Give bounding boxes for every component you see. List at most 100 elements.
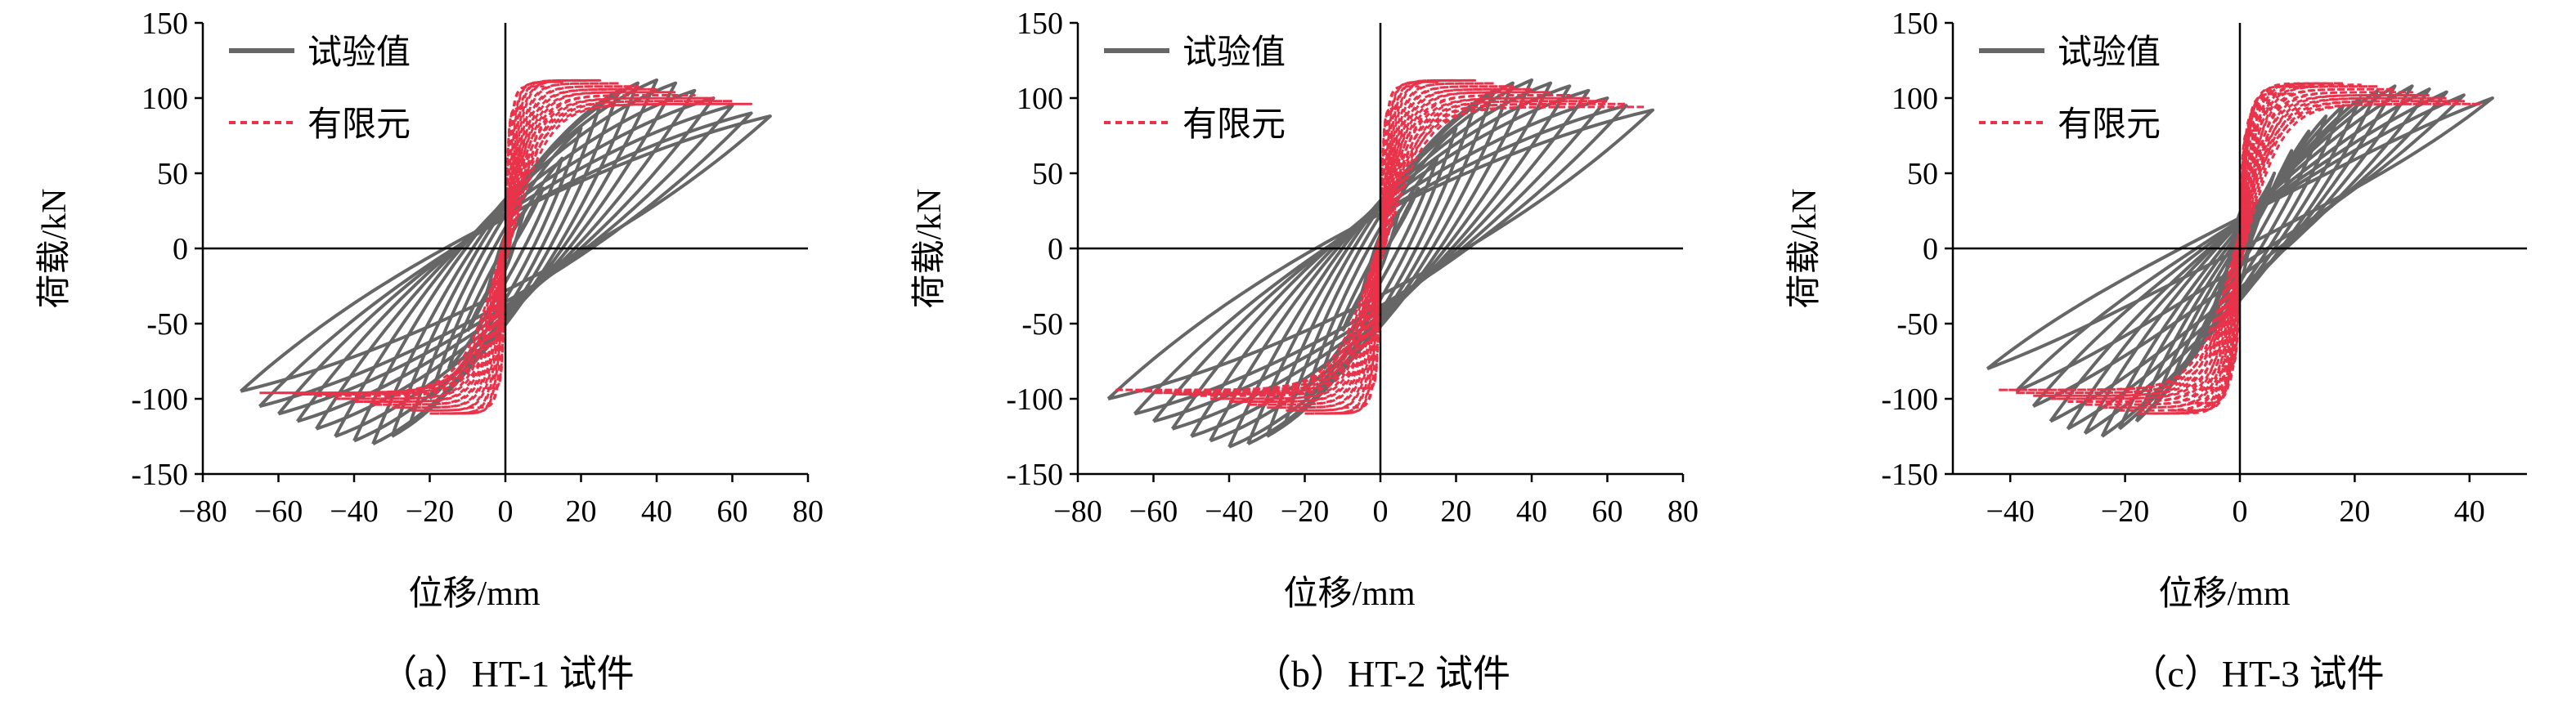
hysteresis-loop xyxy=(1986,96,2494,371)
hysteresis-loop xyxy=(1115,105,1647,391)
hysteresis-loop xyxy=(2014,93,2466,393)
hysteresis-loop xyxy=(1999,102,2483,391)
hysteresis-loop xyxy=(2049,87,2431,423)
x-tick-label: 0 xyxy=(2233,494,2248,529)
x-tick-label: −60 xyxy=(1129,494,1178,529)
panel-caption: （b）HT-2 试件 xyxy=(1254,653,1510,695)
legend-label: 试验值 xyxy=(1183,34,1286,72)
x-tick-label: 40 xyxy=(2454,494,2485,529)
hysteresis-loop xyxy=(1248,85,1515,406)
y-tick-label: -150 xyxy=(131,458,188,492)
hysteresis-loop xyxy=(1133,104,1628,416)
y-axis-label: 荷载/kN xyxy=(911,188,949,308)
chart-panel-1: -150 -100 -50 0 50 100 150 −80 −60 −40 −20 0 20 40 60 8… xyxy=(36,7,824,695)
x-tick-label: −20 xyxy=(2101,494,2149,529)
x-tick-label: −80 xyxy=(178,494,227,529)
hysteresis-loop xyxy=(1267,82,1496,409)
y-tick-label: 0 xyxy=(1048,232,1063,266)
x-tick-label: −60 xyxy=(254,494,303,529)
hysteresis-loop xyxy=(467,85,545,409)
plot-area xyxy=(1986,82,2494,438)
x-tick-label: 20 xyxy=(2339,494,2370,529)
x-axis-label: 位移/mm xyxy=(1283,575,1415,613)
legend-label: 有限元 xyxy=(307,106,411,144)
y-tick-label: -150 xyxy=(1006,458,1063,492)
plot-area xyxy=(239,78,772,445)
x-tick-label: 0 xyxy=(1373,494,1389,529)
x-tick-label: −20 xyxy=(1281,494,1329,529)
y-tick-label: 50 xyxy=(1907,157,1938,191)
hysteresis-loop xyxy=(2085,87,2396,406)
hysteresis-loop xyxy=(334,91,677,400)
y-tick-label: -50 xyxy=(1896,307,1938,342)
y-tick-label: 150 xyxy=(1016,7,1063,41)
y-tick-label: -50 xyxy=(146,307,188,342)
hysteresis-loop xyxy=(1170,88,1591,431)
hysteresis-loop xyxy=(2222,129,2259,368)
chart-panel-2: -150 -100 -50 0 50 100 150 −80 −60 −40 −20 0 20 40 60 8… xyxy=(911,7,1699,695)
x-tick-label: 20 xyxy=(566,494,597,529)
hysteresis-loop xyxy=(259,102,753,395)
hysteresis-loop xyxy=(2136,82,2345,415)
hysteresis-loop xyxy=(1134,102,1628,393)
y-tick-label: 100 xyxy=(141,82,188,116)
x-tick-label: −80 xyxy=(1053,494,1102,529)
hysteresis-loop xyxy=(1191,94,1571,397)
y-tick-label: -150 xyxy=(1881,458,1938,492)
y-tick-label: 50 xyxy=(157,157,188,191)
x-axis-label: 位移/mm xyxy=(2158,575,2290,613)
y-tick-label: 100 xyxy=(1892,82,1938,116)
hysteresis-loop xyxy=(2016,100,2466,395)
y-axis-label: 荷载/kN xyxy=(1786,188,1824,308)
hysteresis-loop xyxy=(486,107,526,390)
y-tick-label: 0 xyxy=(1923,232,1938,266)
hysteresis-loop xyxy=(239,114,772,393)
panel-caption: （a）HT-1 试件 xyxy=(379,653,634,695)
y-axis-label: 荷载/kN xyxy=(36,188,74,308)
plot-area xyxy=(1106,78,1654,449)
series-fem xyxy=(259,78,753,415)
x-tick-label: 60 xyxy=(717,494,748,529)
x-tick-label: 60 xyxy=(1592,494,1623,529)
hysteresis-loop xyxy=(1106,108,1654,400)
panel-caption: （c）HT-3 试件 xyxy=(2129,653,2384,695)
legend-label: 试验值 xyxy=(307,34,411,72)
hysteresis-loop xyxy=(1172,96,1590,396)
x-tick-label: 80 xyxy=(1667,494,1699,529)
hysteresis-loop xyxy=(258,111,753,409)
series-fem xyxy=(1115,78,1647,415)
y-tick-label: -100 xyxy=(131,382,188,417)
hysteresis-loop xyxy=(278,100,734,395)
x-axis-label: 位移/mm xyxy=(408,575,540,613)
legend-label: 试验值 xyxy=(2058,34,2161,72)
hysteresis-loop xyxy=(373,85,640,406)
x-tick-label: 20 xyxy=(1441,494,1472,529)
y-tick-label: -100 xyxy=(1881,382,1938,417)
y-tick-label: -50 xyxy=(1021,307,1063,342)
x-tick-label: 40 xyxy=(1516,494,1547,529)
hysteresis-loop xyxy=(2119,83,2362,412)
hysteresis-loop xyxy=(1361,107,1401,390)
hysteresis-loop xyxy=(2067,91,2414,403)
x-tick-label: −40 xyxy=(330,494,378,529)
x-tick-label: 40 xyxy=(641,494,672,529)
y-tick-label: 150 xyxy=(1892,7,1938,41)
hysteresis-loop xyxy=(2033,96,2448,397)
hysteresis-loop xyxy=(1190,84,1572,438)
x-tick-label: −40 xyxy=(1205,494,1253,529)
y-tick-label: -100 xyxy=(1006,382,1063,417)
hysteresis-loop xyxy=(315,88,697,431)
legend-label: 有限元 xyxy=(1183,106,1286,144)
chart-panel-3: -150 -100 -50 0 50 100 150 −40 −20 0 20 40 位移/mm 荷载/k… xyxy=(1786,7,2527,695)
hysteresis-loop xyxy=(2031,90,2448,409)
hysteresis-loop xyxy=(1209,91,1552,400)
hysteresis-loop xyxy=(411,78,602,412)
hysteresis-loop xyxy=(316,94,696,397)
hysteresis-loop xyxy=(297,96,715,396)
hysteresis-loop xyxy=(1304,78,1457,415)
hysteresis-loop xyxy=(1229,87,1533,403)
y-tick-label: 50 xyxy=(1032,157,1063,191)
hysteresis-loop xyxy=(2083,84,2397,436)
